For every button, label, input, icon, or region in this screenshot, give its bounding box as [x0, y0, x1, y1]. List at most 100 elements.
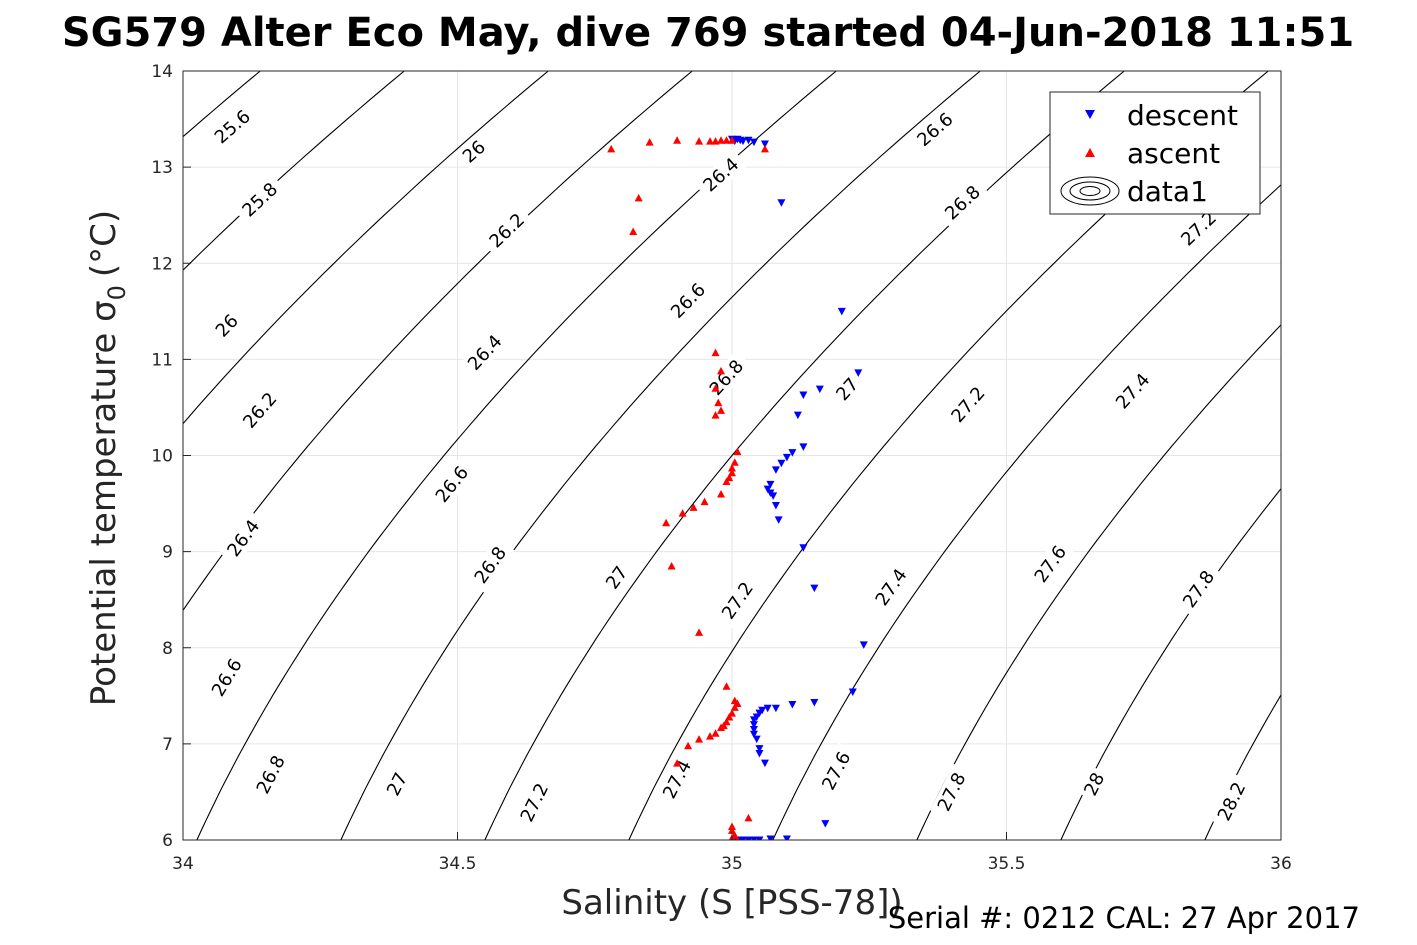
- ascent-point: [645, 138, 654, 146]
- density-contours: [183, 71, 1281, 840]
- legend-descent-label: descent: [1127, 99, 1238, 132]
- contour-label-bg: [1107, 364, 1159, 418]
- chart-title: SG579 Alter Eco May, dive 769 started 04…: [62, 10, 1354, 56]
- ascent-point: [728, 826, 736, 834]
- x-tick-label: 34: [172, 854, 194, 874]
- isopycnal-line: [484, 71, 1126, 840]
- contour-label-bg: [513, 774, 556, 831]
- descent-point: [848, 688, 857, 696]
- ascent-point: [730, 458, 739, 466]
- ascent-point: [711, 384, 720, 392]
- legend-box: [1049, 91, 1261, 215]
- ascent-point: [722, 136, 731, 144]
- ascent-point: [717, 366, 726, 375]
- descent-point: [744, 136, 753, 145]
- footer-serial-cal: Serial #: 0212 CAL: 27 Apr 2017: [888, 901, 1360, 935]
- descent-point: [782, 835, 791, 840]
- y-tick-label: 12: [151, 254, 173, 274]
- x-axis-ticks: 34 34.5 35 35.5 36: [172, 832, 1292, 874]
- legend: descent ascent data1: [1049, 91, 1261, 215]
- ascent-point: [695, 628, 704, 636]
- descent-point: [771, 466, 780, 474]
- contour-label-bg: [829, 370, 866, 408]
- contour-label-bg: [234, 383, 286, 438]
- x-tick-label: 35.5: [988, 854, 1026, 874]
- descent-point: [755, 709, 764, 718]
- ascent-point: [700, 497, 709, 506]
- descent-point: [782, 453, 791, 462]
- descent-point: [760, 759, 769, 768]
- ascent-point: [725, 712, 734, 721]
- ascent-point: [730, 703, 739, 711]
- y-tick-label: 7: [162, 735, 173, 755]
- ascent-point: [711, 729, 720, 737]
- descent-point: [771, 501, 780, 510]
- ascent-point: [706, 137, 715, 145]
- contour-label-bg: [1174, 561, 1223, 617]
- legend-descent-marker: [1085, 110, 1095, 119]
- ascent-point: [717, 489, 726, 498]
- y-tick-label: 13: [151, 158, 173, 178]
- series-ascent: [607, 136, 769, 840]
- y-axis-label-unit: (°C): [84, 210, 124, 277]
- ascent-point: [760, 144, 769, 153]
- ascent-point: [678, 509, 687, 517]
- ascent-point: [722, 682, 731, 690]
- contour-label-bg: [218, 510, 268, 566]
- ascent-point: [667, 562, 676, 570]
- ascent-point: [728, 136, 736, 144]
- descent-point: [777, 459, 786, 468]
- contour-label-bg: [655, 751, 699, 808]
- contour-label-bg: [208, 307, 246, 345]
- y-tick-label: 9: [162, 543, 173, 563]
- descent-point: [769, 492, 778, 500]
- descent-point: [799, 544, 808, 552]
- descent-point: [771, 704, 780, 713]
- contour-label-bg: [1077, 765, 1111, 803]
- legend-ascent-label: ascent: [1127, 137, 1220, 170]
- y-axis-label: Potential temperature σ0 (°C): [84, 210, 131, 706]
- ascent-point: [714, 398, 723, 407]
- ascent-point: [673, 136, 682, 144]
- y-tick-label: 11: [151, 350, 173, 370]
- ascent-point: [695, 137, 704, 145]
- descent-point: [766, 835, 775, 840]
- contour-label-bg: [713, 572, 762, 629]
- ascent-point: [735, 836, 740, 840]
- contour-label-bg: [1210, 773, 1253, 830]
- descent-point: [749, 725, 758, 734]
- descent-point: [738, 137, 747, 146]
- ascent-point: [711, 348, 720, 357]
- descent-point: [788, 700, 797, 709]
- ascent-point: [717, 406, 726, 414]
- ascent-point: [634, 193, 643, 202]
- y-axis-ticks: 6 7 8 9 10 11 12 13 14: [151, 62, 191, 851]
- descent-point: [763, 704, 772, 713]
- legend-data1-label: data1: [1127, 175, 1208, 208]
- ascent-point: [717, 136, 726, 144]
- descent-point: [752, 735, 761, 744]
- isopycnal-line: [1060, 487, 1281, 840]
- contour-label-bg: [930, 763, 974, 821]
- contour-label-bg: [694, 149, 748, 201]
- x-axis-label: Salinity (S [PSS-78]): [561, 883, 902, 923]
- ascent-point: [607, 144, 616, 153]
- contour-label-bg: [205, 101, 260, 153]
- y-tick-label: 10: [151, 447, 173, 467]
- descent-point: [749, 138, 758, 147]
- series-descent: [728, 135, 868, 840]
- x-tick-label: 35: [721, 854, 743, 874]
- descent-point: [774, 516, 783, 524]
- descent-point: [749, 716, 758, 724]
- ascent-point: [711, 411, 720, 419]
- contour-label-bg: [459, 326, 511, 380]
- contour-label-bg: [427, 457, 477, 512]
- y-tick-label: 14: [151, 62, 173, 82]
- descent-point: [815, 385, 824, 394]
- ascent-point: [722, 477, 731, 485]
- descent-point: [810, 699, 819, 707]
- descent-point: [810, 584, 819, 593]
- ascent-point: [717, 723, 726, 732]
- x-tick-label: 36: [1270, 854, 1292, 874]
